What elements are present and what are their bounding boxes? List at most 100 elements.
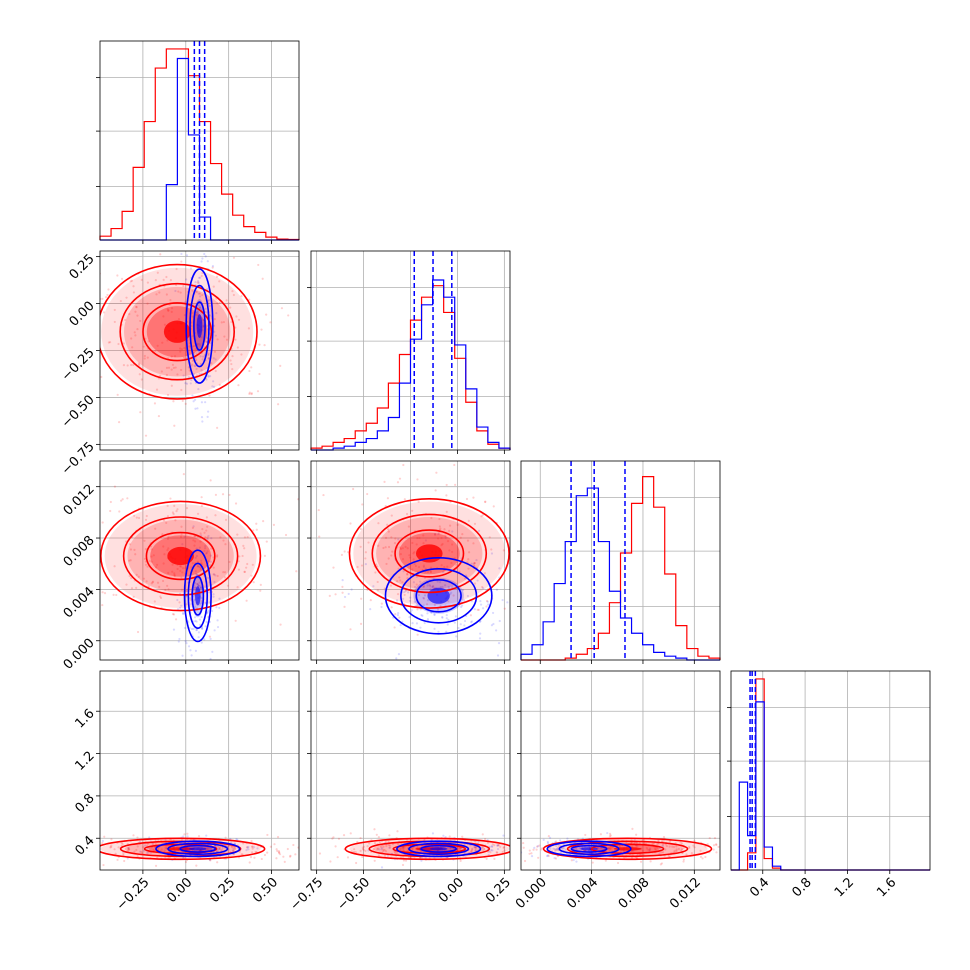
scatter-point-red <box>599 833 603 836</box>
scatter-point-red <box>277 851 281 854</box>
scatter-point-blue <box>194 348 197 351</box>
scatter-point-red <box>91 324 93 326</box>
scatter-point-blue <box>478 637 482 640</box>
scatter-point-red <box>248 369 251 373</box>
scatter-point-red <box>195 358 198 362</box>
scatter-point-red <box>451 543 454 546</box>
scatter-point-blue <box>208 601 211 604</box>
scatter-point-red <box>263 344 266 347</box>
scatter-point-red <box>368 842 371 845</box>
scatter-point-blue <box>479 632 482 635</box>
scatter-point-red <box>430 516 433 520</box>
scatter-point-red <box>163 323 167 326</box>
scatter-point-red <box>39 589 41 591</box>
scatter-point-red <box>511 841 513 843</box>
scatter-point-blue <box>189 267 193 270</box>
scatter-point-red <box>440 536 443 540</box>
scatter-point-red <box>232 256 236 259</box>
scatter-point-red <box>172 400 175 403</box>
scatter-point-red <box>400 846 403 850</box>
scatter-point-red <box>331 837 334 840</box>
scatter-point-red <box>137 516 141 520</box>
scatter-point-blue <box>202 325 205 328</box>
scatter-point-red <box>416 608 419 611</box>
scatter-point-blue <box>564 848 567 851</box>
scatter-point-blue <box>190 378 193 382</box>
scatter-point-red <box>165 293 168 296</box>
scatter-point-blue <box>184 640 187 643</box>
scatter-point-red <box>258 372 261 376</box>
scatter-point-blue <box>477 529 481 532</box>
scatter-point-blue <box>205 551 208 555</box>
scatter-point-blue <box>433 613 436 617</box>
scatter-point-red <box>688 845 691 848</box>
scatter-point-red <box>101 521 104 524</box>
scatter-point-red <box>396 593 400 596</box>
scatter-point-blue <box>206 611 209 614</box>
scatter-point-red <box>429 571 433 574</box>
scatter-point-red <box>631 827 634 830</box>
contour-red <box>371 513 488 594</box>
scatter-point-blue <box>409 596 412 599</box>
scatter-point-blue <box>204 662 206 664</box>
scatter-point-red <box>512 564 514 566</box>
scatter-point-blue <box>185 278 188 281</box>
scatter-point-blue <box>473 845 476 849</box>
scatter-point-red <box>445 483 448 487</box>
scatter-point-blue <box>397 653 401 656</box>
scatter-point-red <box>660 862 664 865</box>
scatter-point-red <box>332 836 335 839</box>
scatter-point-red <box>137 362 141 365</box>
scatter-point-red <box>135 516 138 519</box>
scatter-point-red <box>200 600 203 603</box>
scatter-point-blue <box>213 629 216 632</box>
scatter-point-red <box>532 848 535 851</box>
scatter-point-red <box>438 525 441 528</box>
scatter-point-red <box>661 843 665 846</box>
histogram-panel-2 <box>307 250 511 454</box>
x-tick-label: −0.50 <box>334 875 373 914</box>
scatter-point-blue <box>347 592 350 596</box>
scatter-point-red <box>540 848 543 851</box>
scatter-point-blue <box>199 586 203 589</box>
scatter-point-blue <box>189 382 192 385</box>
scatter-point-red <box>481 833 484 836</box>
scatter-point-red <box>144 518 148 521</box>
scatter-point-red <box>265 540 268 543</box>
contour-blue <box>155 840 241 858</box>
scatter-point-red <box>396 481 400 484</box>
scatter-point-red <box>295 570 298 573</box>
scatter-point-red <box>287 314 290 317</box>
scatter-point-red <box>107 288 110 291</box>
scatter-point-blue <box>199 585 202 588</box>
scatter-point-red <box>422 534 425 537</box>
scatter-point-red <box>178 347 182 350</box>
scatter-point-blue <box>648 849 651 853</box>
scatter-point-blue <box>199 295 202 298</box>
scatter-point-blue <box>545 854 549 858</box>
scatter-point-blue <box>561 847 564 850</box>
scatter-point-red <box>201 271 204 275</box>
scatter-point-red <box>343 605 346 608</box>
histogram-frame <box>99 40 300 241</box>
scatter-point-red <box>145 514 148 518</box>
scatter-point-red <box>311 248 313 250</box>
density-red <box>613 847 642 851</box>
x-tick-label: 0.8 <box>790 875 815 900</box>
scatter-point-red <box>692 844 695 847</box>
scatter-point-blue <box>430 611 433 614</box>
scatter-point-red <box>161 579 165 583</box>
scatter-point-red <box>153 402 157 405</box>
scatter-point-blue <box>658 847 662 850</box>
scatter-point-red <box>511 622 513 624</box>
scatter-point-blue <box>191 311 194 315</box>
scatter-point-red <box>259 583 262 586</box>
scatter-point-red <box>232 293 235 297</box>
scatter-point-blue <box>195 367 198 371</box>
scatter-point-blue <box>204 401 207 404</box>
scatter-point-blue <box>501 598 504 602</box>
scatter-point-red <box>385 562 388 566</box>
scatter-point-blue <box>401 846 405 849</box>
scatter-point-red <box>86 530 88 532</box>
x-tick-label: −0.75 <box>288 875 327 914</box>
